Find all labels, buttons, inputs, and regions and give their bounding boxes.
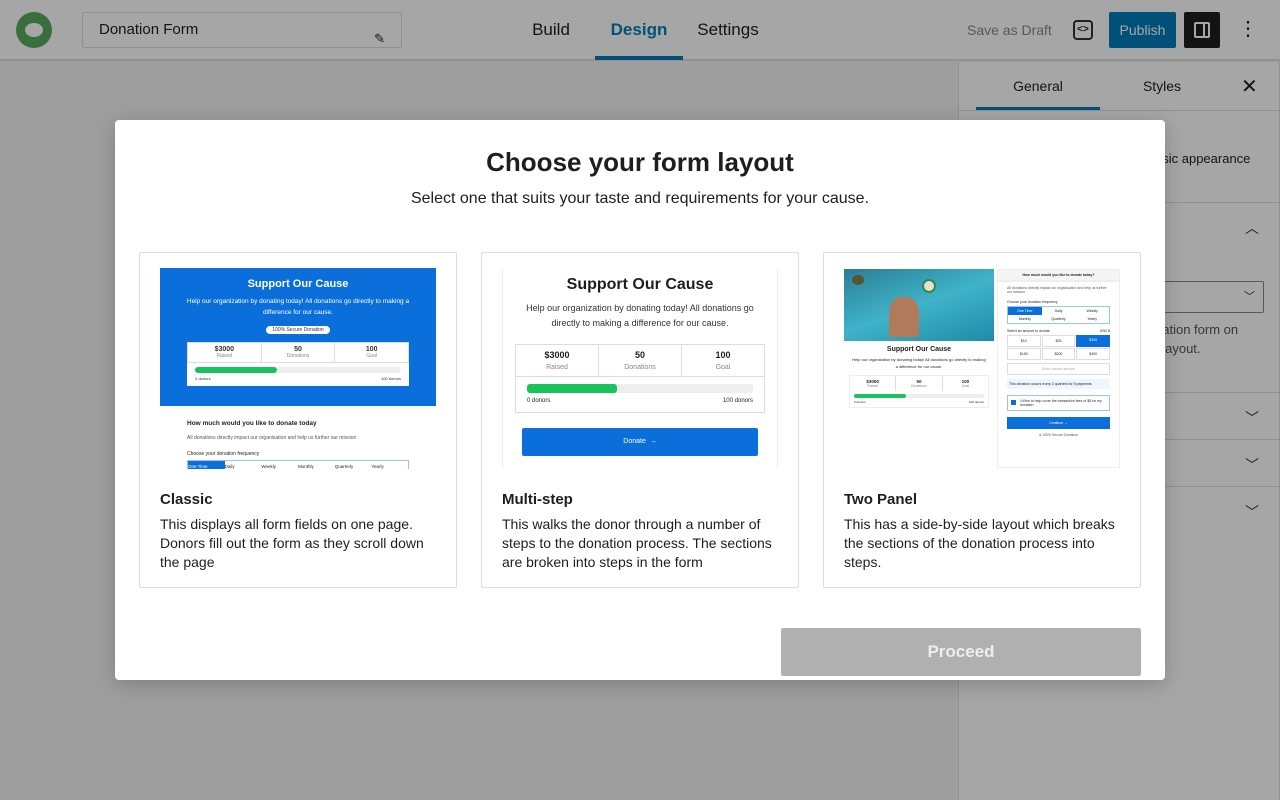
two-panel-preview: Support Our Cause Help our organization … bbox=[844, 268, 1120, 469]
top-bar: Donation Form ✎ Build Design Settings Sa… bbox=[0, 0, 1280, 61]
chevron-down-icon[interactable]: ﹀ bbox=[1245, 504, 1259, 520]
layout-card-multi-step[interactable]: Support Our Cause Help our organization … bbox=[481, 252, 799, 588]
tab-design[interactable]: Design bbox=[595, 0, 683, 60]
chevron-down-icon[interactable]: ﹀ bbox=[1245, 410, 1259, 426]
modal-subtitle: Select one that suits your taste and req… bbox=[410, 190, 870, 207]
chevron-up-icon[interactable]: ︿ bbox=[1245, 220, 1259, 236]
form-title-value: Donation Form bbox=[99, 21, 199, 38]
progress-fill bbox=[854, 394, 906, 398]
layout-description: This walks the donor through a number of… bbox=[502, 516, 772, 570]
form-layout-modal: Choose your form layout Select one that … bbox=[115, 120, 1165, 680]
modal-title: Choose your form layout bbox=[486, 147, 794, 177]
publish-button[interactable]: Publish bbox=[1109, 12, 1176, 48]
preview-intro: Help our organization by donating today!… bbox=[186, 298, 410, 316]
layout-help-text: t layout. bbox=[1155, 341, 1201, 356]
close-icon[interactable]: ✕ bbox=[1241, 76, 1258, 98]
chevron-down-icon[interactable]: ﹀ bbox=[1245, 457, 1259, 473]
more-options-icon[interactable]: ⋮ bbox=[1238, 18, 1258, 40]
sidebar-tab-styles[interactable]: Styles bbox=[1142, 78, 1182, 94]
layout-card-classic[interactable]: Support Our Cause Help our organization … bbox=[139, 252, 457, 588]
layout-help-text: nation form on bbox=[1155, 322, 1239, 337]
pencil-icon[interactable]: ✎ bbox=[374, 31, 385, 46]
preview-stats: $3000 Raised 50 Donations 100 Goal bbox=[187, 342, 409, 363]
code-icon[interactable]: <> bbox=[1073, 20, 1093, 40]
tab-settings[interactable]: Settings bbox=[697, 20, 759, 39]
classic-preview: Support Our Cause Help our organization … bbox=[160, 268, 436, 469]
sidebar-tab-general[interactable]: General bbox=[976, 62, 1100, 110]
givewp-logo-icon[interactable] bbox=[16, 12, 52, 48]
preview-heading: Support Our Cause bbox=[247, 278, 349, 290]
multi-step-preview: Support Our Cause Help our organization … bbox=[502, 268, 778, 469]
layout-name: Classic bbox=[160, 491, 213, 508]
form-title-input[interactable]: Donation Form ✎ bbox=[82, 12, 402, 48]
divider bbox=[959, 110, 1279, 111]
layout-name: Multi-step bbox=[502, 491, 573, 508]
preview-question: How much would you like to donate today bbox=[187, 420, 317, 427]
proceed-button[interactable]: Proceed bbox=[781, 628, 1141, 676]
layout-description: This displays all form fields on one pag… bbox=[160, 516, 424, 570]
toggle-sidebar-button[interactable] bbox=[1184, 12, 1220, 48]
preview-donate-button: Donate → bbox=[522, 428, 758, 456]
water-polo-photo bbox=[844, 269, 994, 341]
tab-build[interactable]: Build bbox=[532, 20, 570, 39]
chevron-down-icon: ﹀ bbox=[1244, 291, 1255, 303]
layout-name: Two Panel bbox=[844, 491, 918, 508]
progress-bar bbox=[195, 367, 401, 373]
progress-fill bbox=[527, 384, 618, 393]
section-description: asic appearance bbox=[1155, 151, 1251, 166]
secure-badge: 100% Secure Donation bbox=[266, 326, 330, 334]
layout-card-two-panel[interactable]: Support Our Cause Help our organization … bbox=[823, 252, 1141, 588]
save-draft-button[interactable]: Save as Draft bbox=[967, 22, 1052, 38]
layout-description: This has a side-by-side layout which bre… bbox=[844, 516, 1115, 570]
progress-fill bbox=[195, 367, 278, 373]
sidebar-icon bbox=[1194, 22, 1210, 38]
